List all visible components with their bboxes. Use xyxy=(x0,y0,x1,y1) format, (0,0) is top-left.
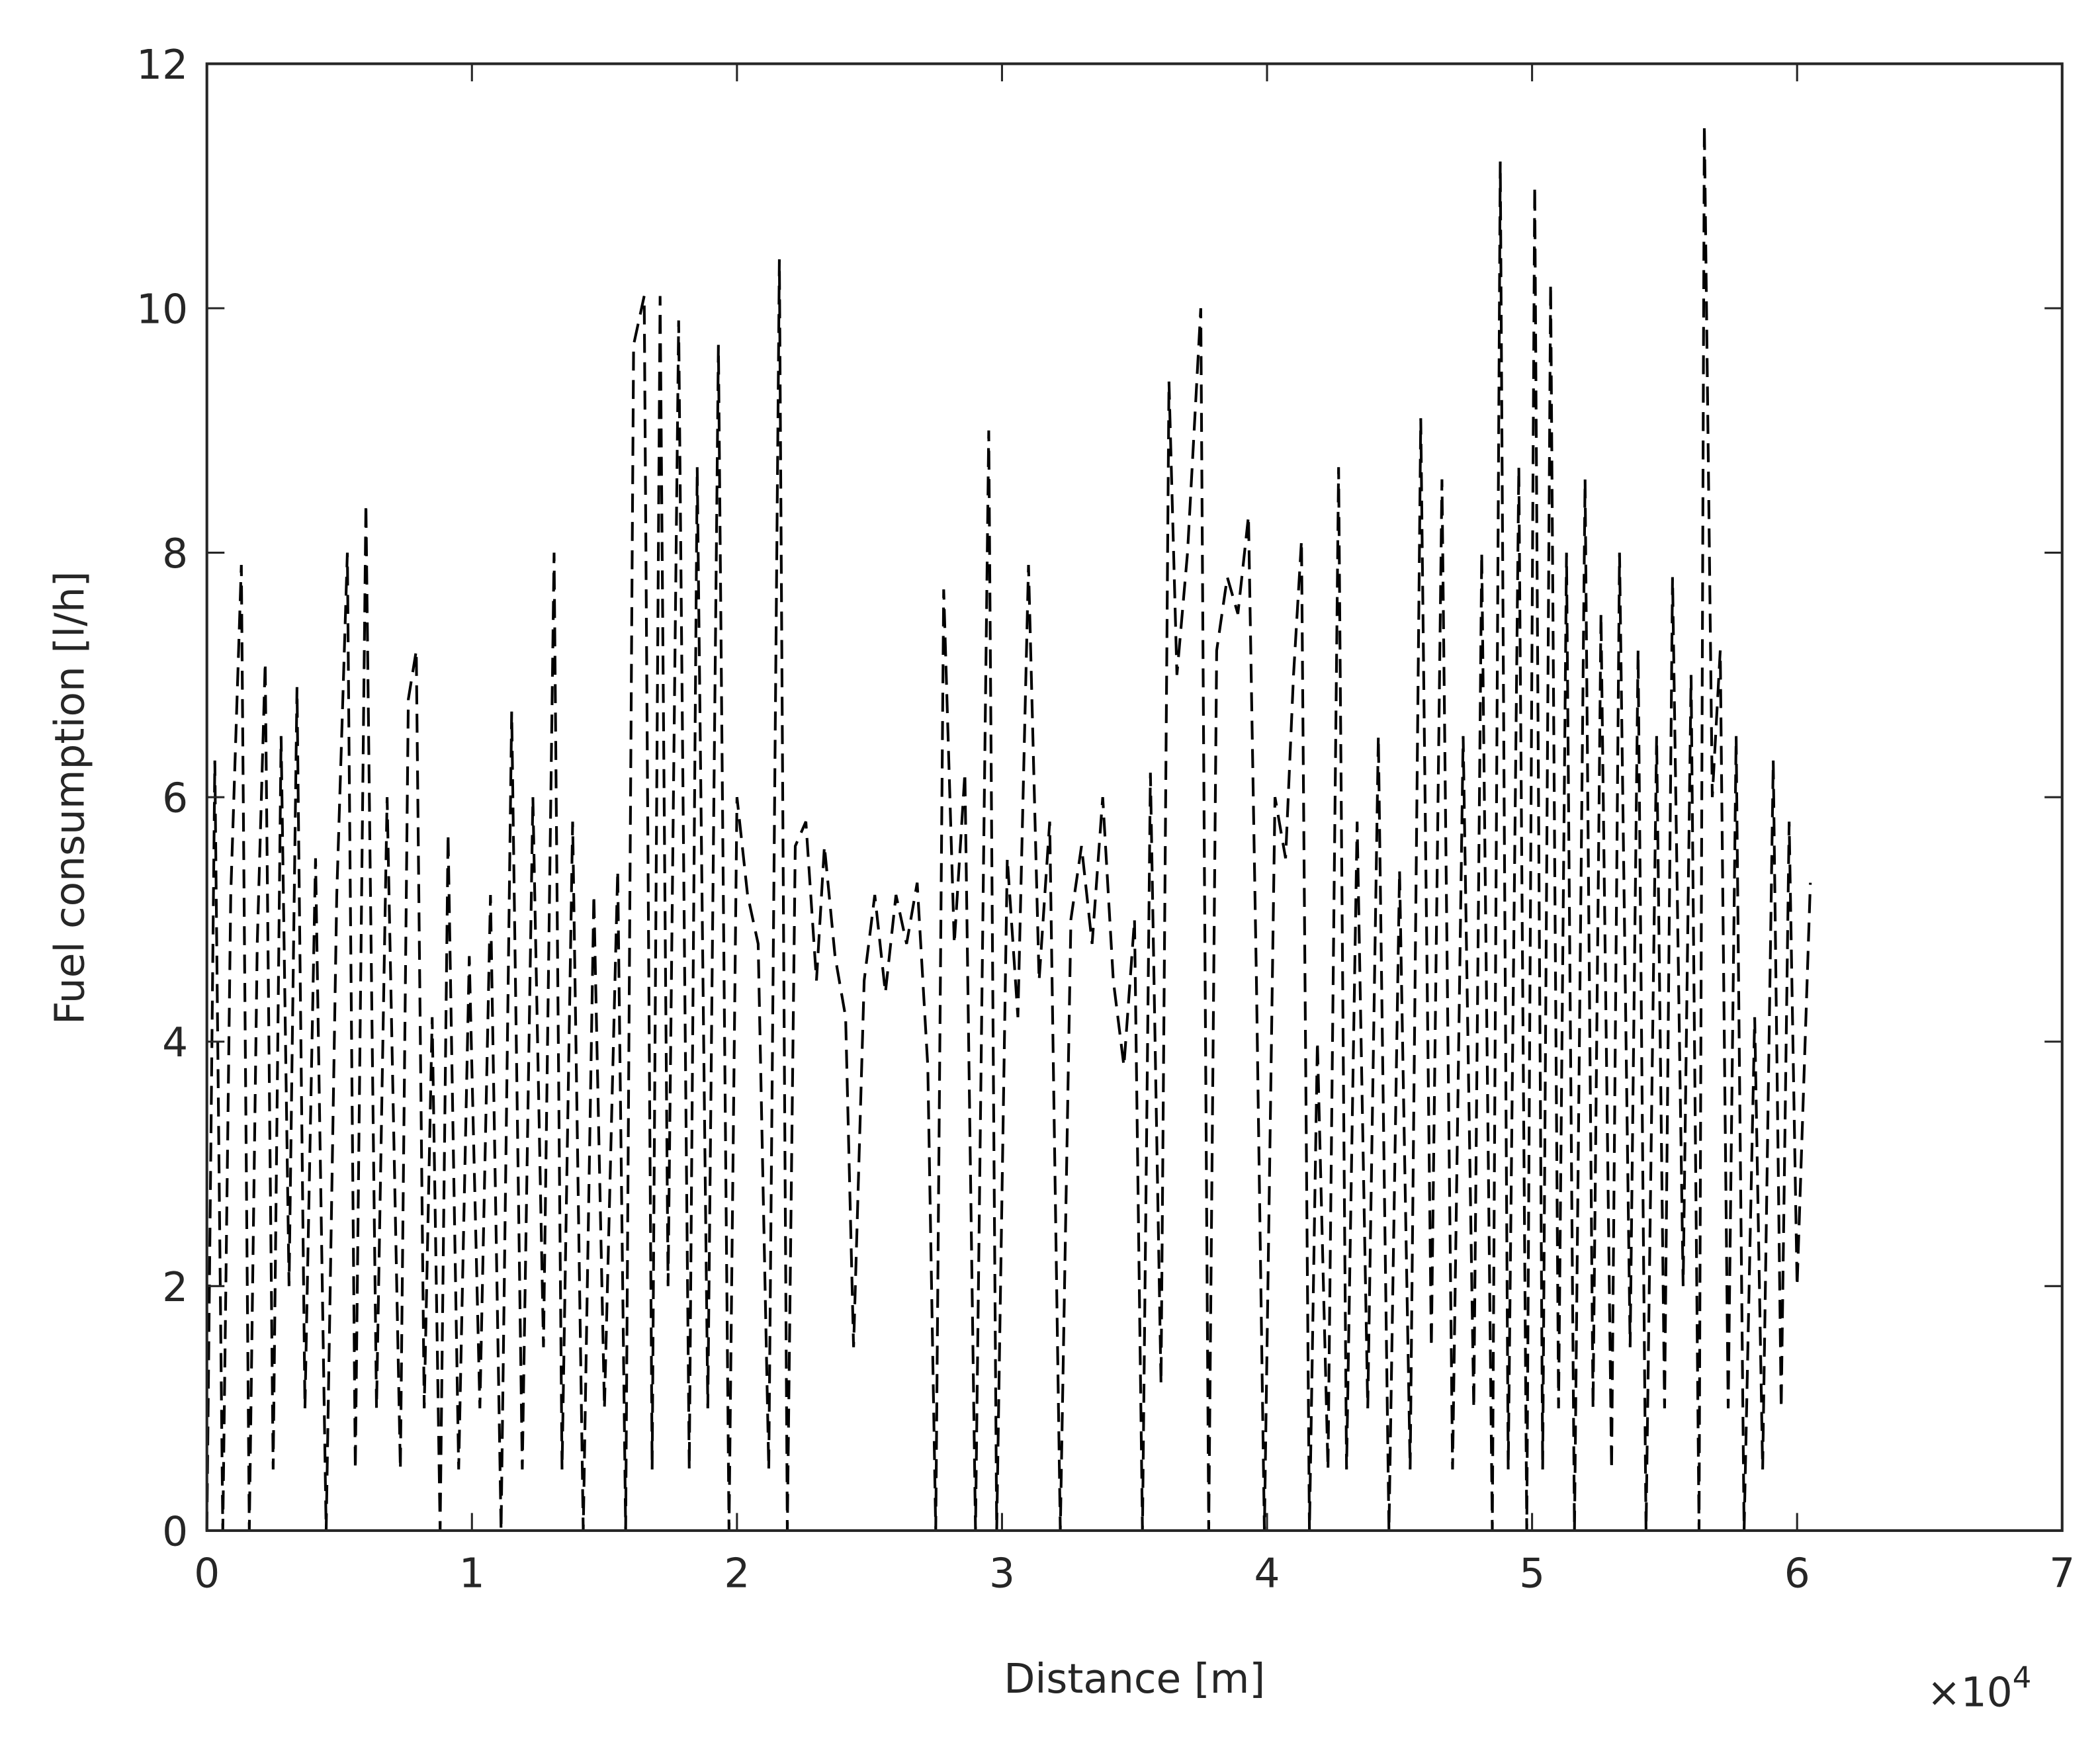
y-tick-label: 0 xyxy=(162,1508,188,1555)
x-tick-label: 0 xyxy=(194,1550,220,1597)
data-line xyxy=(205,124,1812,1531)
y-tick-label: 2 xyxy=(162,1264,188,1311)
x-tick-label: 2 xyxy=(724,1550,750,1597)
x-tick-label: 5 xyxy=(1519,1550,1545,1597)
x-tick-label: 6 xyxy=(1784,1550,1810,1597)
plot-area xyxy=(205,124,1812,1531)
x-axis-label: Distance [m] xyxy=(1004,1656,1265,1703)
x-tick-label: 4 xyxy=(1254,1550,1280,1597)
x-multiplier-exponent: 4 xyxy=(2013,1660,2032,1695)
y-tick-label: 4 xyxy=(162,1019,188,1066)
y-tick-label: 12 xyxy=(136,42,188,89)
y-tick-label: 6 xyxy=(162,775,188,822)
x-multiplier: ×104 xyxy=(1927,1660,2031,1717)
y-tick-label: 8 xyxy=(162,530,188,577)
y-axis-label: Fuel consumption [l/h] xyxy=(47,571,94,1025)
x-tick-label: 3 xyxy=(989,1550,1015,1597)
x-multiplier-base: ×10 xyxy=(1927,1670,2012,1717)
x-tick-label: 1 xyxy=(459,1550,485,1597)
x-tick-label: 7 xyxy=(2049,1550,2075,1597)
y-tick-label: 10 xyxy=(136,286,188,333)
